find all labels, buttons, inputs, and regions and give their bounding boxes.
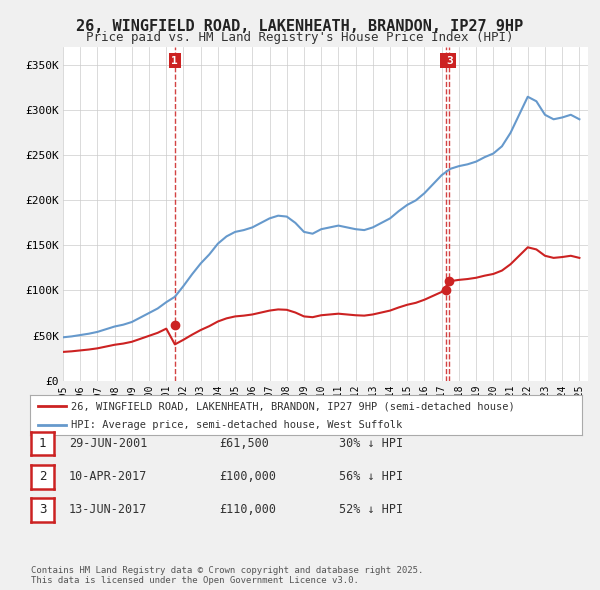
Text: 1: 1 (172, 55, 178, 65)
Text: 10-APR-2017: 10-APR-2017 (69, 470, 148, 483)
Text: 56% ↓ HPI: 56% ↓ HPI (339, 470, 403, 483)
Text: 13-JUN-2017: 13-JUN-2017 (69, 503, 148, 516)
Text: £100,000: £100,000 (219, 470, 276, 483)
Text: 30% ↓ HPI: 30% ↓ HPI (339, 437, 403, 450)
Text: Price paid vs. HM Land Registry's House Price Index (HPI): Price paid vs. HM Land Registry's House … (86, 31, 514, 44)
Text: 2: 2 (443, 55, 450, 65)
Text: 29-JUN-2001: 29-JUN-2001 (69, 437, 148, 450)
Text: Contains HM Land Registry data © Crown copyright and database right 2025.
This d: Contains HM Land Registry data © Crown c… (31, 566, 424, 585)
Text: 26, WINGFIELD ROAD, LAKENHEATH, BRANDON, IP27 9HP (semi-detached house): 26, WINGFIELD ROAD, LAKENHEATH, BRANDON,… (71, 401, 515, 411)
Text: £110,000: £110,000 (219, 503, 276, 516)
Text: 1: 1 (39, 437, 46, 450)
Text: 3: 3 (39, 503, 46, 516)
Text: 2: 2 (39, 470, 46, 483)
Text: 26, WINGFIELD ROAD, LAKENHEATH, BRANDON, IP27 9HP: 26, WINGFIELD ROAD, LAKENHEATH, BRANDON,… (76, 19, 524, 34)
Text: £61,500: £61,500 (219, 437, 269, 450)
Text: 52% ↓ HPI: 52% ↓ HPI (339, 503, 403, 516)
Text: 3: 3 (446, 55, 453, 65)
Text: HPI: Average price, semi-detached house, West Suffolk: HPI: Average price, semi-detached house,… (71, 421, 403, 430)
